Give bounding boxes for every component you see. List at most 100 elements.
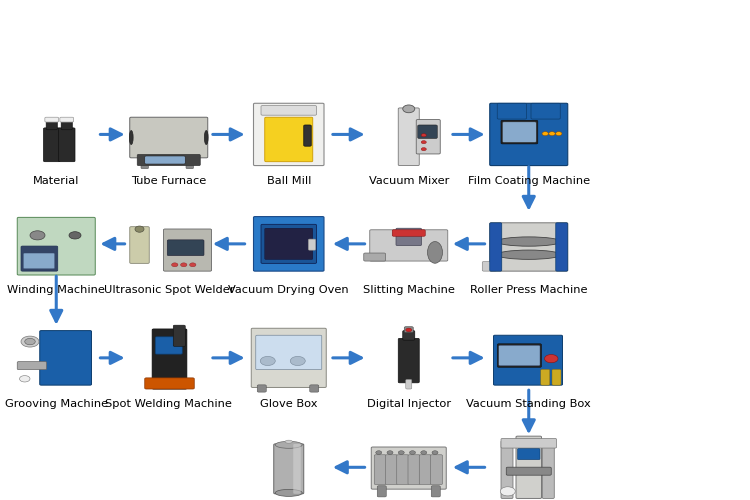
FancyBboxPatch shape: [419, 455, 431, 484]
FancyBboxPatch shape: [542, 441, 554, 498]
Circle shape: [190, 263, 196, 266]
Text: Ultrasonic Spot Welder: Ultrasonic Spot Welder: [104, 286, 234, 296]
FancyBboxPatch shape: [265, 228, 313, 260]
FancyBboxPatch shape: [552, 370, 561, 385]
FancyBboxPatch shape: [398, 338, 419, 383]
Circle shape: [290, 356, 305, 366]
Circle shape: [406, 328, 412, 332]
Circle shape: [398, 451, 404, 454]
FancyBboxPatch shape: [506, 467, 551, 475]
FancyBboxPatch shape: [418, 125, 437, 138]
FancyBboxPatch shape: [416, 120, 440, 154]
FancyBboxPatch shape: [251, 328, 326, 388]
Text: Vacuum Drying Oven: Vacuum Drying Oven: [229, 286, 349, 296]
FancyBboxPatch shape: [256, 335, 322, 370]
Text: Glove Box: Glove Box: [260, 400, 317, 409]
Circle shape: [21, 336, 39, 347]
FancyBboxPatch shape: [541, 370, 550, 385]
FancyBboxPatch shape: [261, 224, 316, 264]
FancyBboxPatch shape: [40, 330, 92, 385]
Ellipse shape: [496, 237, 560, 246]
Circle shape: [387, 451, 393, 454]
FancyBboxPatch shape: [503, 122, 536, 142]
Circle shape: [549, 132, 555, 136]
Text: Roller Press Machine: Roller Press Machine: [470, 286, 587, 296]
Circle shape: [544, 354, 558, 362]
FancyBboxPatch shape: [392, 230, 425, 236]
FancyBboxPatch shape: [501, 438, 556, 448]
FancyBboxPatch shape: [17, 362, 46, 370]
Circle shape: [410, 451, 416, 454]
Circle shape: [542, 132, 548, 136]
FancyBboxPatch shape: [44, 128, 60, 162]
FancyBboxPatch shape: [21, 246, 58, 271]
Circle shape: [556, 132, 562, 136]
Circle shape: [376, 451, 382, 454]
Circle shape: [422, 140, 426, 143]
FancyBboxPatch shape: [408, 455, 420, 484]
FancyBboxPatch shape: [403, 330, 415, 340]
FancyBboxPatch shape: [62, 120, 72, 130]
FancyBboxPatch shape: [431, 486, 440, 497]
FancyBboxPatch shape: [186, 163, 194, 168]
FancyBboxPatch shape: [137, 154, 200, 166]
FancyBboxPatch shape: [490, 223, 502, 271]
FancyBboxPatch shape: [164, 229, 211, 271]
FancyBboxPatch shape: [374, 455, 386, 484]
FancyBboxPatch shape: [46, 120, 57, 130]
FancyBboxPatch shape: [490, 223, 568, 271]
FancyBboxPatch shape: [293, 444, 301, 494]
FancyBboxPatch shape: [274, 444, 304, 494]
FancyBboxPatch shape: [173, 325, 185, 346]
Circle shape: [25, 338, 35, 345]
Circle shape: [20, 376, 30, 382]
Ellipse shape: [285, 440, 292, 444]
Circle shape: [500, 487, 515, 496]
FancyBboxPatch shape: [141, 163, 148, 168]
FancyBboxPatch shape: [304, 125, 311, 146]
Text: Material: Material: [33, 176, 80, 186]
FancyBboxPatch shape: [308, 239, 316, 250]
FancyBboxPatch shape: [265, 117, 313, 162]
FancyBboxPatch shape: [494, 335, 562, 385]
Circle shape: [422, 148, 426, 150]
FancyBboxPatch shape: [130, 117, 208, 158]
Ellipse shape: [129, 130, 134, 144]
FancyBboxPatch shape: [145, 378, 194, 389]
FancyBboxPatch shape: [364, 253, 386, 261]
FancyBboxPatch shape: [130, 226, 149, 264]
Circle shape: [421, 451, 427, 454]
FancyBboxPatch shape: [145, 156, 185, 164]
FancyBboxPatch shape: [58, 128, 75, 162]
Circle shape: [172, 263, 178, 266]
Text: Flow-chart of Cylindrical Cell Lab-scale Fabrication: Flow-chart of Cylindrical Cell Lab-scale…: [77, 12, 673, 32]
Ellipse shape: [204, 130, 209, 144]
FancyBboxPatch shape: [152, 329, 187, 389]
Ellipse shape: [275, 490, 302, 496]
FancyBboxPatch shape: [155, 337, 182, 354]
FancyBboxPatch shape: [501, 441, 513, 498]
Ellipse shape: [403, 105, 415, 112]
Circle shape: [30, 231, 45, 240]
FancyBboxPatch shape: [556, 223, 568, 271]
Text: Tube Furnace: Tube Furnace: [131, 176, 206, 186]
Ellipse shape: [496, 250, 560, 260]
Ellipse shape: [427, 242, 442, 263]
Text: Grooving Machine: Grooving Machine: [4, 400, 108, 409]
FancyBboxPatch shape: [430, 455, 442, 484]
FancyBboxPatch shape: [254, 216, 324, 271]
FancyBboxPatch shape: [261, 106, 316, 115]
FancyBboxPatch shape: [516, 436, 542, 498]
FancyBboxPatch shape: [386, 455, 398, 484]
FancyBboxPatch shape: [310, 385, 319, 392]
FancyBboxPatch shape: [377, 486, 386, 497]
FancyBboxPatch shape: [370, 230, 448, 261]
FancyBboxPatch shape: [23, 253, 55, 269]
Circle shape: [422, 134, 426, 137]
FancyBboxPatch shape: [398, 108, 419, 166]
Text: Slitting Machine: Slitting Machine: [363, 286, 454, 296]
FancyBboxPatch shape: [396, 228, 422, 246]
Circle shape: [69, 232, 81, 239]
Text: Vacuum Mixer: Vacuum Mixer: [368, 176, 449, 186]
FancyBboxPatch shape: [45, 117, 58, 122]
